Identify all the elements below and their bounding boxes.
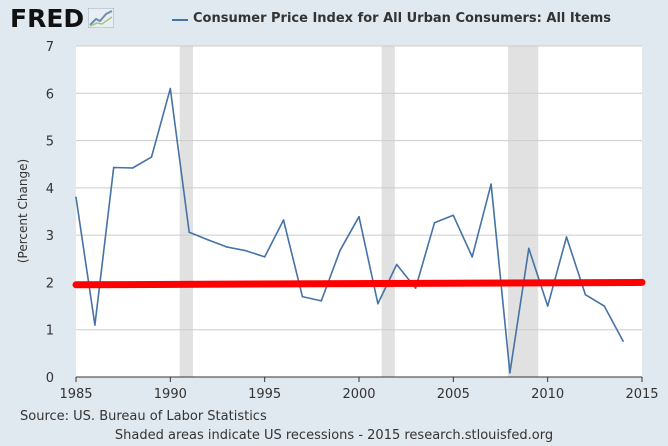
trend-overlay [72,278,646,289]
data-point [320,300,323,302]
data-point [169,87,172,90]
y-tick-label: 2 [46,276,54,291]
y-tick-label: 0 [46,371,54,386]
data-point [452,214,455,217]
data-point [75,196,77,199]
y-tick-label: 1 [46,324,54,339]
data-point [150,156,153,158]
legend-label: Consumer Price Index for All Urban Consu… [193,11,612,26]
data-point [471,256,474,258]
data-point [584,293,587,296]
data-point [358,215,360,218]
data-point [565,236,568,238]
y-tick-label: 7 [46,40,54,55]
x-tick-label: 2015 [625,387,658,402]
data-point [207,239,209,241]
y-tick-label: 5 [46,135,54,150]
data-point [395,263,398,266]
chart-trend-icon [88,8,114,28]
y-tick-label: 6 [46,87,54,102]
x-tick-label: 2005 [437,387,470,402]
data-point [414,287,417,289]
data-point [263,256,266,258]
recession-band-1 [381,46,395,377]
data-point [245,249,247,252]
x-tick-label: 1995 [248,387,281,402]
recession-band-2 [508,46,539,377]
red-trend-line [72,278,646,289]
data-point [94,324,96,326]
series-layer [75,87,624,374]
y-tick-label: 3 [46,229,54,244]
data-point [509,371,511,374]
x-tick-label: 2010 [531,387,564,402]
x-tick-label: 2000 [342,387,375,402]
data-point [301,295,304,298]
footer-note: Shaded areas indicate US recessions - 20… [114,428,554,443]
data-point [282,219,285,221]
x-tick-label: 1990 [154,387,187,402]
data-point [546,305,549,307]
data-point [131,167,134,169]
data-point [490,183,492,185]
data-point [622,340,624,342]
y-axis-label: (Percent Change) [16,159,30,263]
plot-area [76,46,642,377]
data-point [528,247,530,250]
data-point [433,222,436,224]
source-note: Source: US. Bureau of Labor Statistics [20,409,267,424]
y-tick-label: 4 [46,182,54,197]
recession-bands [179,46,539,377]
x-tick-label: 1985 [59,387,92,402]
axes: 0 1 2 3 4 5 6 7 1985 1990 1995 2000 2005 2010 2015 [46,40,659,402]
legend-swatch [172,19,188,21]
data-point [339,249,341,252]
series-line-0 [75,87,624,374]
fred-logo: FRED [10,4,85,33]
data-point [112,166,115,169]
data-point [188,231,190,234]
data-point [377,302,379,305]
data-point [603,305,606,307]
data-point [226,246,228,248]
